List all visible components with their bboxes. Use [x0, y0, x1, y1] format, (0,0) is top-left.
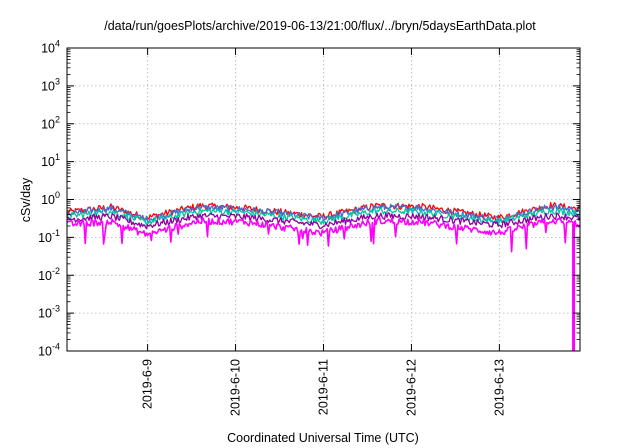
x-tick-label: 2019-6-13: [492, 359, 506, 416]
y-tick-labels: 10-4 10-3 10-2 10-1 100 101 102 103 104: [38, 39, 60, 359]
data-series: [66, 201, 581, 351]
y-tick-label: 103: [41, 76, 60, 93]
chart-title: /data/run/goesPlots/archive/2019-06-13/2…: [104, 19, 536, 33]
series-line: [66, 212, 581, 230]
series-line: [66, 216, 581, 253]
x-axis-label: Coordinated Universal Time (UTC): [227, 431, 419, 445]
x-tick-label: 2019-6-11: [317, 359, 331, 415]
x-tick-labels: 2019-6-9 2019-6-10 2019-6-11 2019-6-12 2019-…: [141, 359, 507, 416]
y-axis-label: cSv/day: [19, 177, 33, 222]
y-tick-label: 10-4: [38, 342, 60, 359]
x-tick-label: 2019-6-12: [404, 359, 418, 416]
series-line: [66, 201, 581, 222]
grid-lines: [67, 48, 580, 351]
y-tick-label: 10-3: [38, 304, 60, 321]
y-tick-label: 101: [41, 152, 60, 169]
y-tick-label: 10-2: [38, 266, 60, 283]
y-tick-label: 102: [41, 114, 60, 131]
y-tick-label: 10-1: [38, 228, 60, 245]
y-tick-label: 104: [41, 39, 60, 56]
x-tick-label: 2019-6-10: [229, 359, 243, 416]
x-tick-label: 2019-6-9: [141, 359, 155, 409]
y-tick-label: 100: [41, 190, 60, 207]
axis-ticks: [67, 47, 580, 352]
